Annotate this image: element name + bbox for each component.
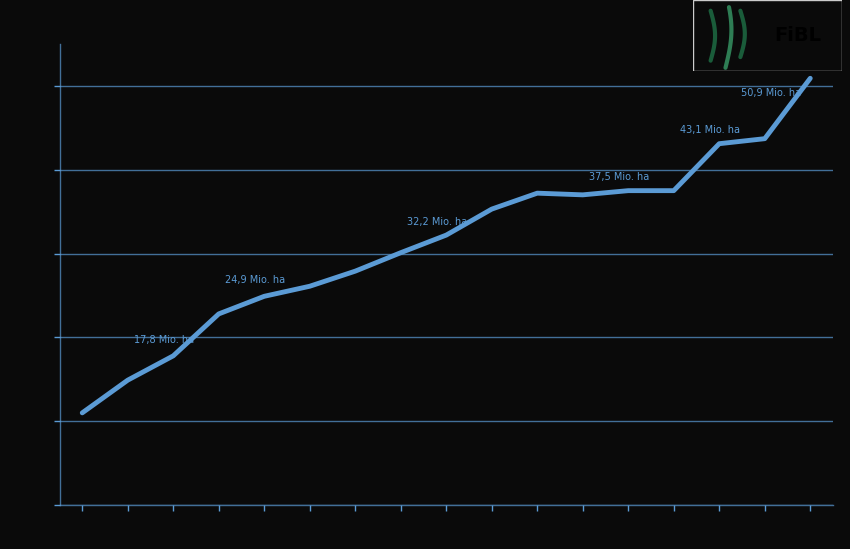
Text: 50,9 Mio. ha: 50,9 Mio. ha xyxy=(741,88,801,98)
Text: 32,2 Mio. ha: 32,2 Mio. ha xyxy=(407,217,468,227)
Text: 43,1 Mio. ha: 43,1 Mio. ha xyxy=(680,125,740,136)
Text: 37,5 Mio. ha: 37,5 Mio. ha xyxy=(589,172,649,182)
Text: FiBL: FiBL xyxy=(774,26,822,45)
Text: 17,8 Mio. ha: 17,8 Mio. ha xyxy=(134,335,195,345)
Text: 24,9 Mio. ha: 24,9 Mio. ha xyxy=(225,275,286,285)
